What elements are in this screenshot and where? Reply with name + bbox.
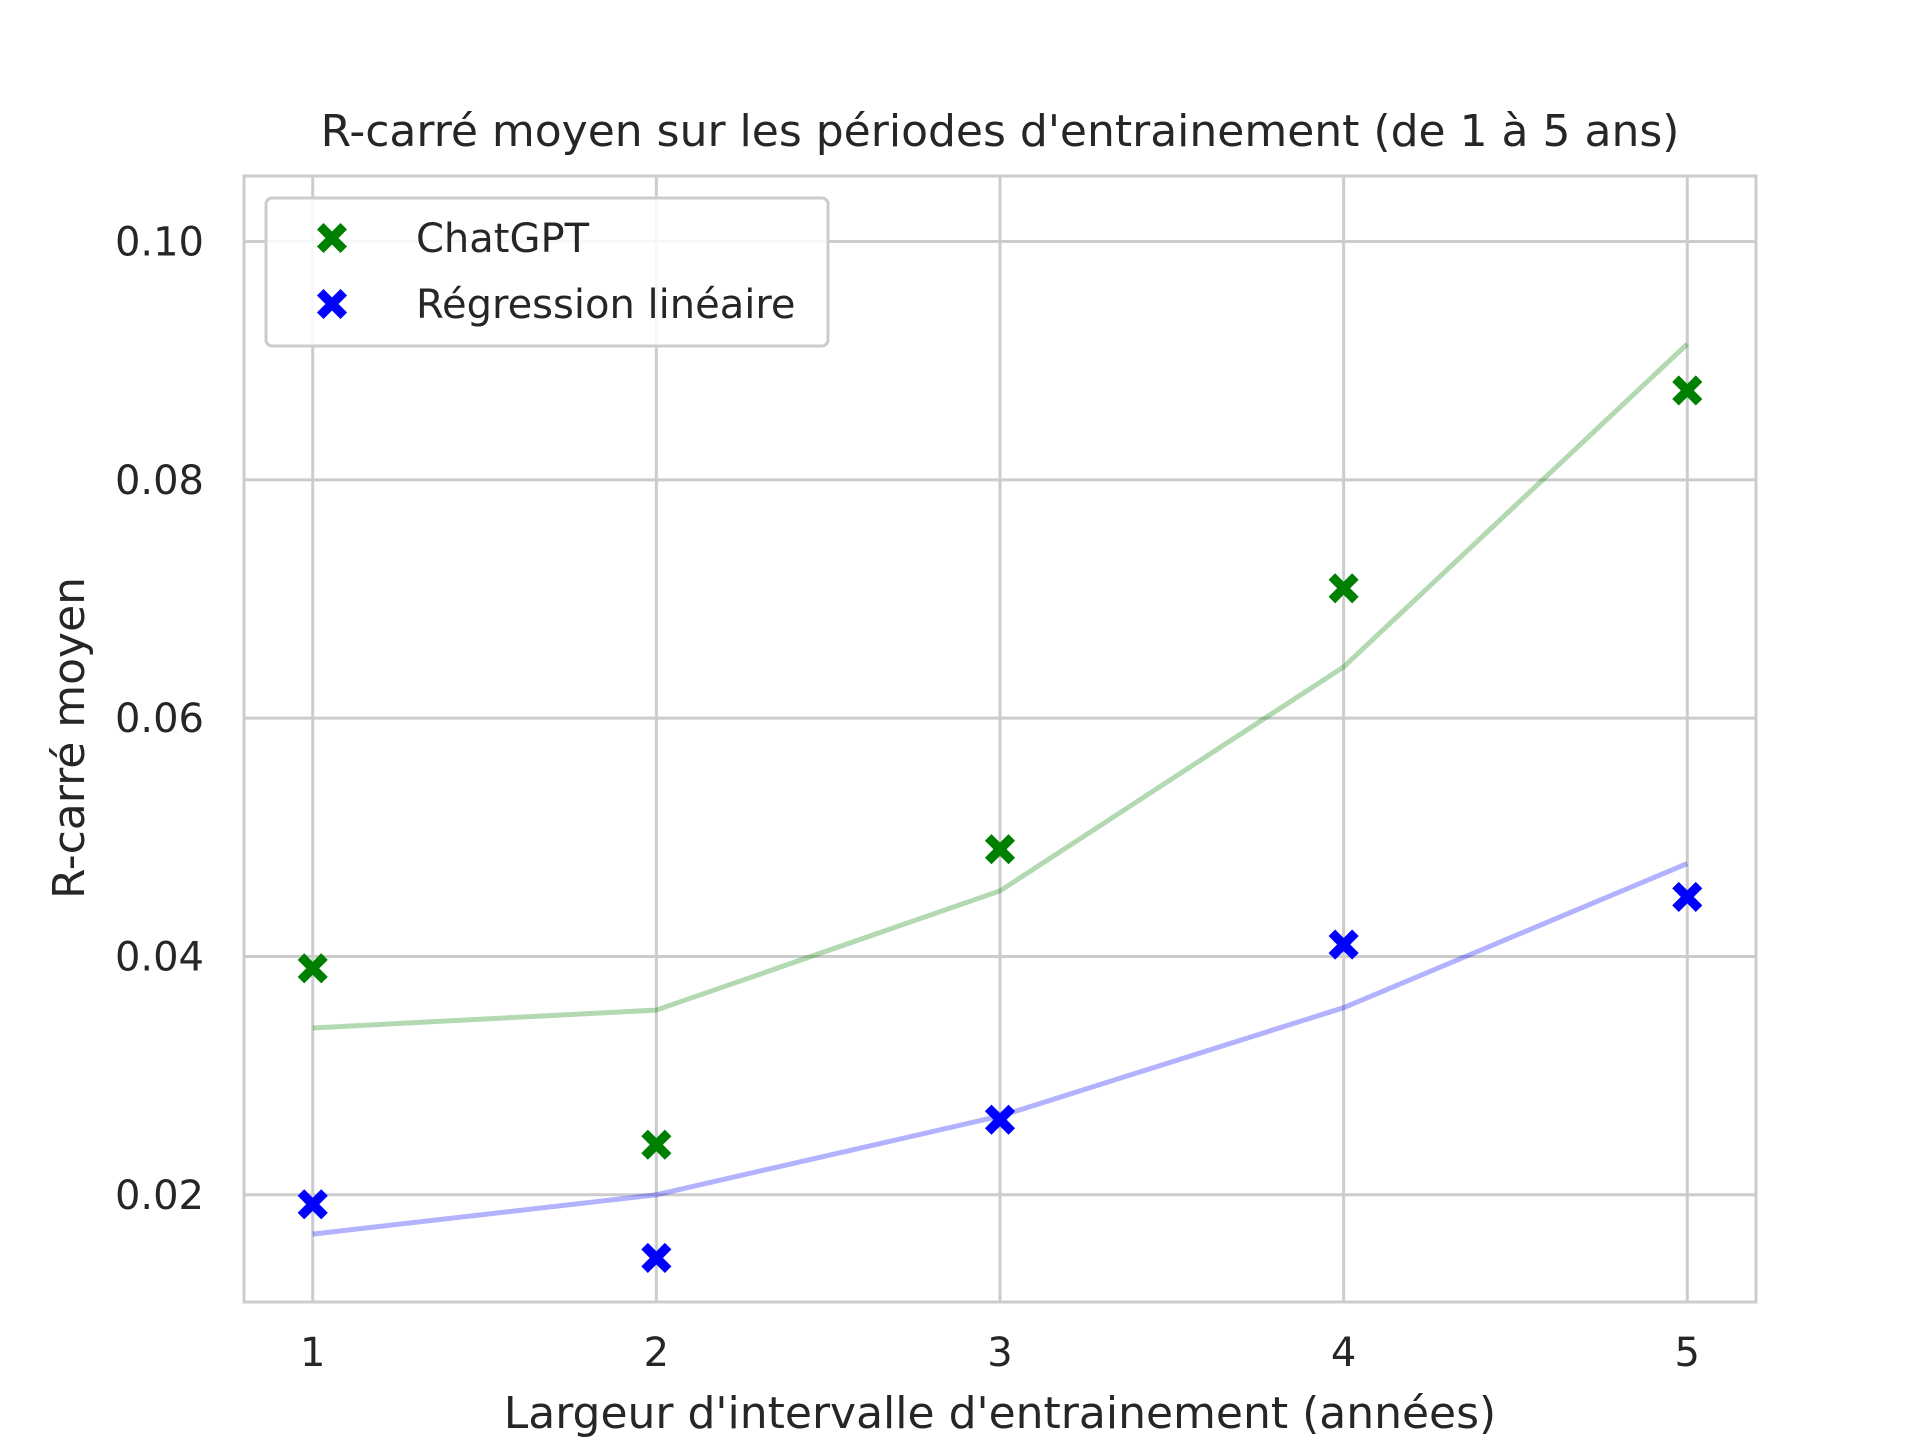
legend-marker-regression [316, 288, 348, 320]
legend-label: ChatGPT [416, 216, 590, 262]
data-markers [297, 375, 1703, 1273]
y-tick-label: 0.02 [115, 1173, 204, 1219]
y-tick-labels: 0.02 0.04 0.06 0.08 0.10 [115, 220, 204, 1219]
data-point-chatgpt [984, 834, 1016, 865]
x-tick-label: 5 [1675, 1330, 1700, 1376]
data-point-chatgpt [1328, 573, 1359, 604]
data-point-chatgpt [1672, 375, 1703, 406]
legend-box [264, 196, 830, 348]
x-tick-labels: 1 2 3 4 5 [300, 1330, 1700, 1376]
x-tick-label: 4 [1331, 1330, 1356, 1376]
data-point-regression [1672, 881, 1703, 912]
data-point-regression [641, 1242, 672, 1273]
x-axis-label: Largeur d'intervalle d'entrainement (ann… [504, 1388, 1496, 1439]
legend-marker-chatgpt [316, 222, 348, 254]
data-point-regression [984, 1104, 1016, 1135]
chart-title: R-carré moyen sur les périodes d'entrain… [321, 106, 1680, 157]
data-point-regression [297, 1189, 328, 1220]
data-point-chatgpt [641, 1129, 672, 1160]
plot-frame [242, 174, 1758, 1304]
x-tick-label: 2 [644, 1330, 669, 1376]
y-tick-label: 0.10 [115, 220, 204, 266]
legend-label: Régression linéaire [416, 282, 796, 328]
y-axis-label: R-carré moyen [44, 577, 95, 899]
data-point-chatgpt [297, 953, 328, 984]
x-tick-label: 3 [987, 1330, 1012, 1376]
legend: ChatGPT Régression linéaire [264, 196, 830, 348]
y-tick-label: 0.08 [115, 458, 204, 504]
data-point-regression [1328, 929, 1359, 960]
y-tick-label: 0.04 [115, 934, 204, 980]
trend-line-chatgpt [312, 342, 1689, 1031]
y-tick-label: 0.06 [115, 696, 204, 742]
grid [244, 176, 1756, 1302]
x-tick-label: 1 [300, 1330, 325, 1376]
